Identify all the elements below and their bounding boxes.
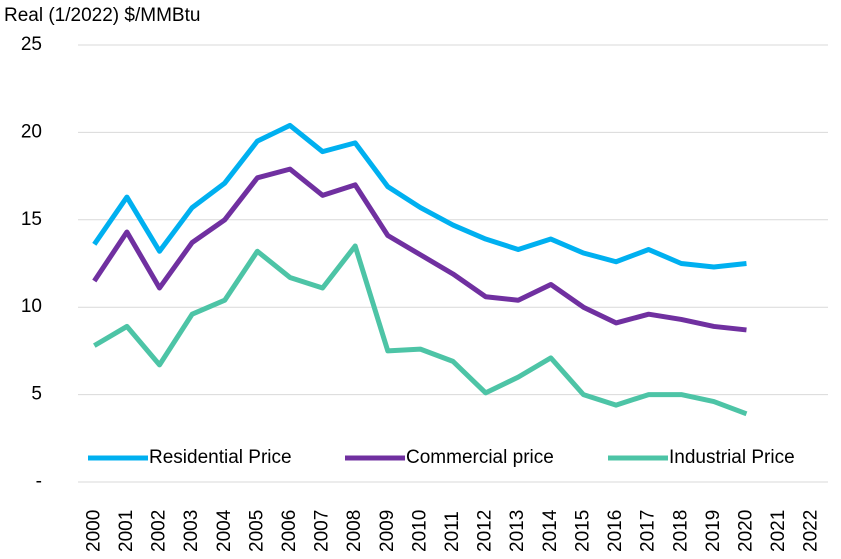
legend-label: Commercial price — [406, 447, 554, 468]
series-line — [92, 166, 747, 333]
y-tick-label: 20 — [21, 121, 42, 142]
x-tick-label: 2016 — [605, 510, 626, 552]
x-tick-label: 2013 — [507, 510, 528, 552]
x-tick-label: 2021 — [768, 510, 789, 552]
x-tick-label: 2001 — [116, 510, 137, 552]
x-tick-label: 2017 — [638, 510, 659, 552]
y-tick-label: 5 — [31, 384, 42, 405]
x-tick-label: 2004 — [214, 509, 235, 552]
x-tick-label: 2012 — [475, 510, 496, 552]
series-line — [92, 122, 747, 270]
x-tick-label: 2019 — [703, 510, 724, 552]
x-tick-label: 2000 — [83, 510, 104, 552]
series-line — [93, 243, 748, 417]
x-tick-label: 2015 — [572, 510, 593, 552]
y-tick-label: - — [36, 471, 42, 492]
y-tick-label: 15 — [21, 209, 42, 230]
x-tick-label: 2020 — [735, 510, 756, 552]
x-tick-label: 2010 — [409, 510, 430, 552]
x-tick-label: 2009 — [377, 510, 398, 552]
x-tick-label: 2022 — [801, 510, 822, 552]
legend-label: Residential Price — [149, 447, 292, 468]
x-tick-label: 2008 — [344, 510, 365, 552]
x-tick-label: 2011 — [442, 511, 463, 552]
x-tick-label: 2002 — [149, 510, 170, 552]
y-tick-label: 25 — [21, 34, 42, 55]
x-tick-label: 2006 — [279, 510, 300, 552]
x-tick-label: 2018 — [670, 510, 691, 552]
x-tick-label: 2014 — [540, 509, 561, 552]
x-tick-label: 2005 — [246, 510, 267, 552]
x-tick-label: 2003 — [181, 510, 202, 552]
y-tick-label: 10 — [21, 296, 42, 317]
x-tick-label: 2007 — [312, 510, 333, 552]
legend-label: Industrial Price — [669, 447, 795, 468]
y-axis-label: Real (1/2022) $/MMBtu — [4, 5, 200, 26]
